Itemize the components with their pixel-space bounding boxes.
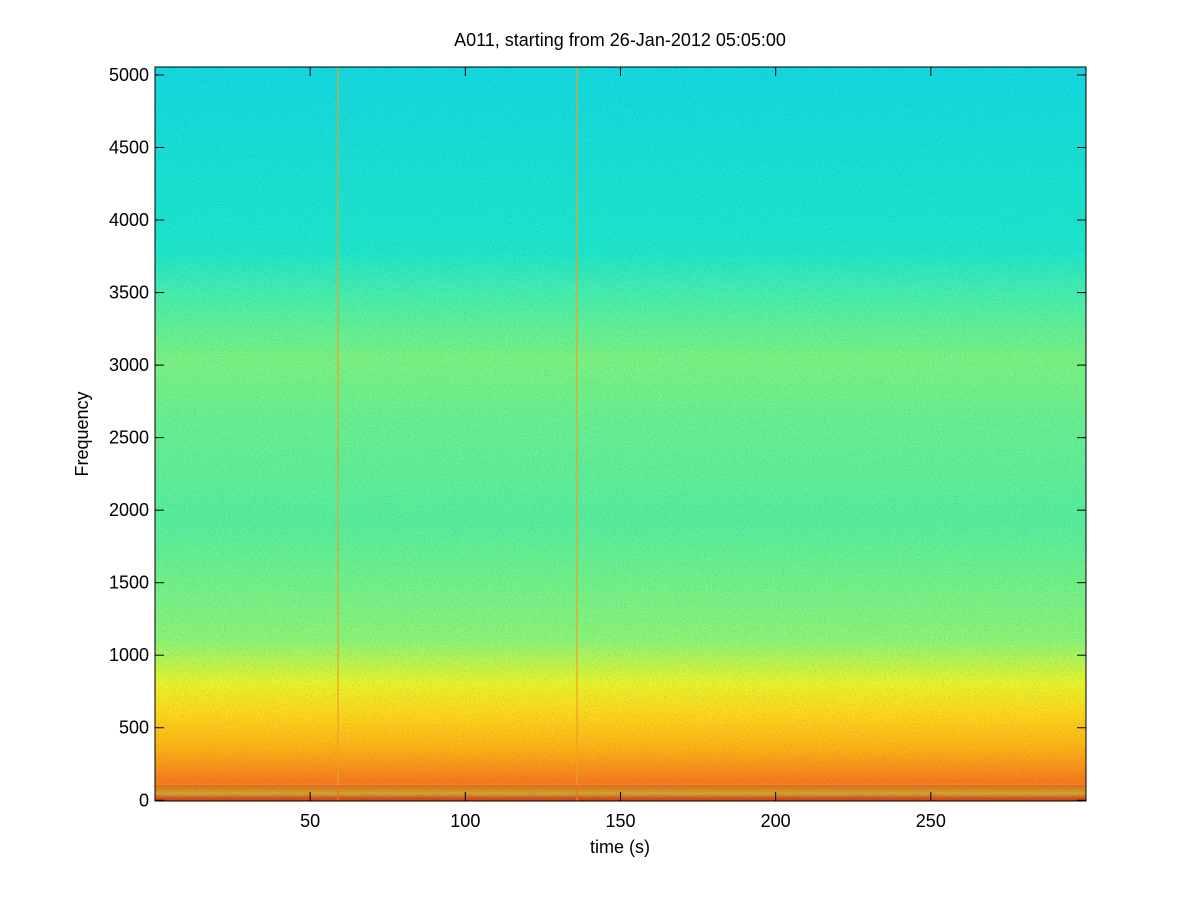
spectrogram-image — [155, 67, 1086, 801]
x-tick-label: 250 — [916, 811, 946, 831]
y-tick-label: 500 — [119, 718, 149, 738]
y-tick-label: 3000 — [109, 355, 149, 375]
y-tick-label: 2000 — [109, 500, 149, 520]
chart-title: A011, starting from 26-Jan-2012 05:05:00 — [454, 30, 786, 50]
x-tick-label: 50 — [300, 811, 320, 831]
y-tick-label: 4000 — [109, 210, 149, 230]
y-tick-label: 3500 — [109, 283, 149, 303]
y-tick-label: 2500 — [109, 428, 149, 448]
x-axis-label: time (s) — [590, 837, 650, 857]
x-tick-label: 150 — [605, 811, 635, 831]
x-tick-label: 100 — [450, 811, 480, 831]
y-tick-label: 1500 — [109, 573, 149, 593]
y-axis-label: Frequency — [72, 391, 92, 476]
x-tick-label: 200 — [761, 811, 791, 831]
y-tick-label: 1000 — [109, 645, 149, 665]
y-tick-label: 0 — [139, 790, 149, 810]
y-tick-label: 5000 — [109, 65, 149, 85]
y-tick-label: 4500 — [109, 138, 149, 158]
